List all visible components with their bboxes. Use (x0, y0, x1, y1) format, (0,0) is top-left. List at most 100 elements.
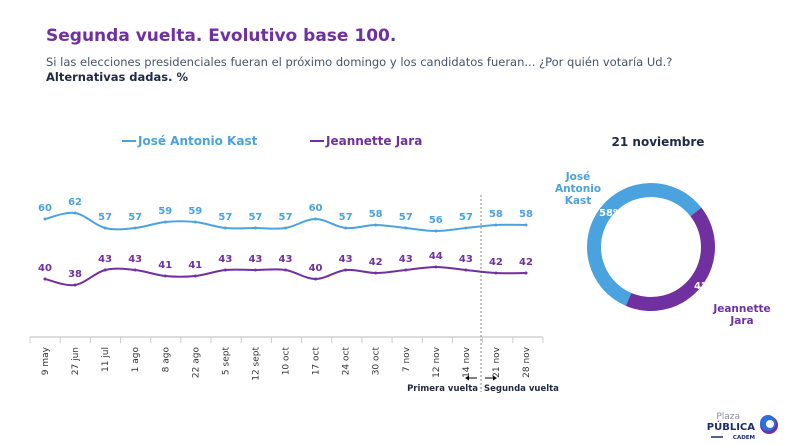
data-point (73, 211, 77, 215)
x-tick-label: 28 nov (522, 346, 532, 378)
data-label: 56 (429, 215, 443, 226)
data-label: 57 (98, 212, 112, 223)
data-label: 40 (38, 263, 52, 274)
data-point (253, 268, 257, 272)
data-point (464, 226, 468, 230)
x-tick-label: 30 oct (372, 347, 382, 376)
data-point (434, 229, 438, 233)
donut-label-jara: Jeannette Jara (712, 303, 770, 327)
x-tick-label: 22 ago (191, 347, 201, 379)
data-label: 43 (339, 254, 353, 265)
arrow-right-head-icon (493, 375, 497, 381)
data-label: 57 (248, 212, 262, 223)
annotation-primera: Primera vuelta (407, 384, 478, 394)
data-label: 58 (369, 209, 383, 220)
data-label: 57 (339, 212, 353, 223)
data-label: 57 (399, 212, 413, 223)
x-tick-label: 27 jun (71, 347, 81, 375)
data-label: 43 (128, 254, 142, 265)
data-point (193, 220, 197, 224)
data-point (344, 226, 348, 230)
data-point (344, 268, 348, 272)
data-label: 38 (68, 269, 82, 280)
x-tick-label: 14 nov (462, 346, 472, 378)
x-tick-label: 8 ago (161, 347, 171, 373)
x-tick-label: 7 nov (402, 346, 412, 372)
data-point (524, 223, 528, 227)
data-point (404, 226, 408, 230)
data-label: 43 (98, 254, 112, 265)
data-point (133, 268, 137, 272)
donut-slice-jara (625, 207, 715, 311)
data-label: 57 (218, 212, 232, 223)
data-point (494, 271, 498, 275)
data-point (223, 226, 227, 230)
donut-title: 21 noviembre (612, 135, 705, 149)
data-label: 58 (519, 209, 533, 220)
donut-label-kast: José Antonio Kast (555, 171, 601, 207)
logo-publica: PÚBLICA (707, 420, 756, 433)
data-label: 57 (128, 212, 142, 223)
data-point (43, 217, 47, 221)
x-tick-label: 9 may (41, 346, 51, 375)
data-point (43, 277, 47, 281)
donut-value-jara: 42% (694, 281, 718, 292)
data-point (284, 268, 287, 272)
data-label: 41 (188, 260, 202, 271)
x-tick-label: 12 nov (432, 346, 442, 378)
data-label: 59 (188, 206, 202, 217)
data-point (314, 277, 318, 281)
data-point (133, 226, 137, 230)
data-label: 44 (429, 251, 443, 262)
data-point (374, 223, 378, 227)
x-tick-label: 10 oct (282, 347, 292, 376)
legend-label: Jeannette Jara (325, 134, 422, 148)
data-label: 60 (38, 203, 52, 214)
subtitle-note: Alternativas dadas. % (46, 70, 189, 84)
data-label: 62 (68, 197, 82, 208)
x-tick-label: 1 ago (131, 347, 141, 373)
data-label: 43 (279, 254, 293, 265)
x-tick-label: 12 sept (251, 347, 261, 381)
donut-value-kast: 58% (599, 208, 623, 219)
data-point (103, 268, 107, 272)
data-label: 57 (279, 212, 293, 223)
data-label: 42 (489, 257, 503, 268)
data-label: 43 (399, 254, 413, 265)
data-point (103, 226, 107, 230)
data-point (73, 283, 77, 287)
data-point (464, 268, 468, 272)
data-label: 60 (309, 203, 323, 214)
data-label: 42 (369, 257, 383, 268)
legend-label: José Antonio Kast (137, 134, 258, 148)
data-label: 43 (248, 254, 262, 265)
page-title: Segunda vuelta. Evolutivo base 100. (46, 26, 397, 46)
data-label: 41 (158, 260, 172, 271)
data-label: 59 (158, 206, 172, 217)
data-point (253, 226, 257, 230)
x-tick-label: 21 nov (492, 346, 502, 378)
data-point (404, 268, 408, 272)
data-point (494, 223, 498, 227)
data-point (193, 274, 197, 278)
x-tick-label: 11 jul (101, 347, 111, 372)
data-point (524, 271, 528, 275)
x-tick-label: 5 sept (221, 347, 231, 376)
x-tick-label: 24 oct (342, 347, 352, 376)
logo-plaza: Plaza (716, 412, 740, 422)
logo-cadem: CADEM (733, 435, 755, 441)
data-point (434, 265, 438, 269)
data-label: 43 (459, 254, 473, 265)
data-point (163, 274, 167, 278)
x-tick-label: 17 oct (312, 347, 322, 376)
annotation-segunda: Segunda vuelta (484, 384, 559, 394)
subtitle: Si las elecciones presidenciales fueran … (46, 55, 673, 69)
data-label: 58 (489, 209, 503, 220)
data-label: 42 (519, 257, 533, 268)
data-point (314, 217, 318, 221)
data-point (223, 268, 227, 272)
logo-mark-hole-icon (766, 420, 774, 428)
arrow-left-head-icon (465, 375, 469, 381)
data-point (284, 226, 287, 230)
